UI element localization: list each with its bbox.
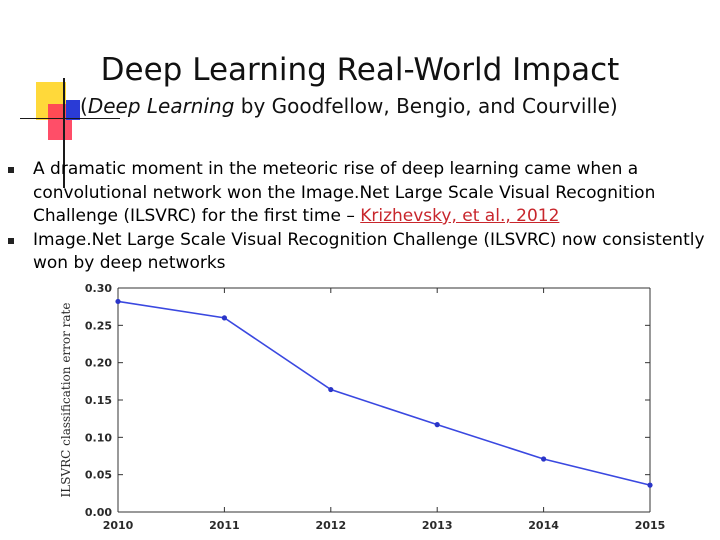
bullet-item: A dramatic moment in the meteoric rise o…: [8, 158, 708, 229]
decor-blue-square: [66, 100, 80, 120]
bullet-square-icon: [8, 167, 14, 173]
decor-horizontal-line: [20, 118, 120, 119]
data-point: [541, 456, 547, 462]
y-tick-label: 0.30: [85, 282, 112, 295]
error-rate-chart: 0.00 0.05 0.10 0.15 0.20 0.25 0.30 2010 2011 2012…: [59, 282, 666, 532]
x-tick-label: 2013: [422, 519, 453, 532]
decor-vertical-line: [63, 78, 65, 188]
bullet-text: Image.Net Large Scale Visual Recognition…: [33, 229, 705, 274]
subtitle-open-paren: (: [80, 94, 88, 118]
x-tick-label: 2015: [635, 519, 666, 532]
bullet-item: Image.Net Large Scale Visual Recognition…: [8, 229, 708, 276]
slide-subtitle: (Deep Learning by Goodfellow, Bengio, an…: [80, 94, 618, 118]
bullet-square-icon: [8, 237, 14, 244]
bullet-list: A dramatic moment in the meteoric rise o…: [8, 158, 708, 276]
data-point: [328, 386, 334, 393]
series-line: [117, 300, 651, 486]
bullet-text: A dramatic moment in the meteoric rise o…: [33, 159, 656, 226]
y-tick-label: 0.00: [85, 506, 112, 519]
y-tick-label: 0.25: [85, 319, 112, 332]
data-point: [221, 315, 227, 321]
y-tick-label: 0.10: [85, 431, 112, 444]
data-point: [434, 422, 440, 428]
y-axis-title: ILSVRC classification error rate: [59, 303, 73, 498]
data-point: [115, 298, 121, 305]
y-tick-label: 0.20: [85, 357, 112, 370]
subtitle-book-title: Deep Learning: [87, 94, 235, 118]
citation-link[interactable]: Krizhevsky, et al., 2012: [360, 206, 560, 226]
x-tick-label: 2012: [315, 519, 346, 532]
subtitle-authors: by Goodfellow, Bengio, and Courville): [234, 94, 618, 118]
x-tick-label: 2011: [209, 519, 240, 532]
x-tick-label: 2010: [103, 519, 134, 532]
slide-title: Deep Learning Real-World Impact: [100, 52, 620, 88]
y-tick-label: 0.05: [85, 469, 112, 482]
data-point: [647, 482, 653, 488]
x-tick-label: 2014: [528, 519, 559, 532]
y-tick-label: 0.15: [85, 394, 112, 407]
